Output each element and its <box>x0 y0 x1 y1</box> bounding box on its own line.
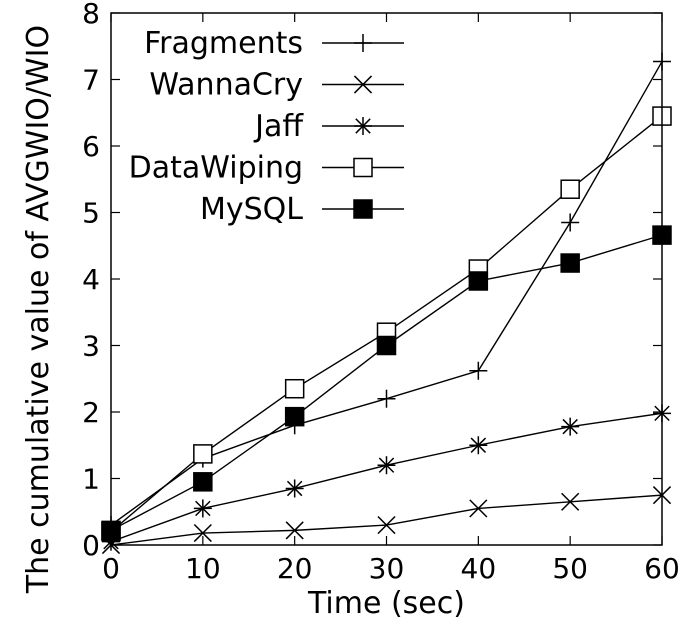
legend-label: Fragments <box>144 26 303 61</box>
y-tick-label: 7 <box>82 64 100 97</box>
legend-item: DataWiping <box>129 151 404 186</box>
data-point <box>376 335 397 356</box>
x-tick-label: 40 <box>461 552 497 585</box>
x-tick-label: 50 <box>552 552 588 585</box>
x-axis-label: Time (sec) <box>307 586 465 621</box>
data-point <box>193 523 212 543</box>
legend-marker <box>353 157 373 178</box>
data-point <box>561 213 580 232</box>
y-tick-label: 8 <box>82 0 100 30</box>
data-point <box>377 515 396 535</box>
data-point <box>285 479 304 498</box>
data-point <box>561 492 580 511</box>
data-point <box>284 406 305 427</box>
x-tick-label: 10 <box>185 552 221 585</box>
x-tick-label: 30 <box>369 552 405 585</box>
legend-marker <box>353 199 373 219</box>
data-point <box>469 436 488 455</box>
data-point <box>285 521 304 540</box>
legend-item: Fragments <box>144 26 404 61</box>
legend-item: MySQL <box>200 192 404 227</box>
legend-marker <box>353 75 373 94</box>
data-point <box>377 389 396 408</box>
x-tick-label: 60 <box>644 552 680 585</box>
legend-label: MySQL <box>200 192 303 227</box>
data-point <box>468 271 489 291</box>
y-tick-label: 5 <box>82 197 100 230</box>
y-tick-labels: 0 1 2 3 4 5 6 7 8 <box>82 0 100 562</box>
data-point <box>560 253 580 273</box>
data-point <box>193 472 213 492</box>
x-tick-label: 0 <box>102 552 120 585</box>
y-tick-label: 6 <box>82 130 100 163</box>
x-tick-label: 20 <box>277 552 313 585</box>
y-tick-label: 0 <box>82 529 100 562</box>
y-tick-label: 4 <box>82 263 100 296</box>
legend-label: Jaff <box>253 109 304 144</box>
legend-marker <box>354 117 372 135</box>
data-point <box>377 456 396 475</box>
y-tick-label: 2 <box>82 396 100 429</box>
legend-item: Jaff <box>253 109 404 144</box>
legend: Fragments WannaCry Jaff DataWiping MySQL <box>129 26 404 227</box>
series-jaff <box>102 404 671 551</box>
legend-label: DataWiping <box>129 151 303 186</box>
data-point <box>193 444 213 464</box>
y-tick-label: 1 <box>82 463 100 496</box>
x-tick-labels: 0 10 20 30 40 50 60 <box>102 552 680 585</box>
y-axis-label: The cumulative value of AVGWIO/WIO <box>21 25 56 594</box>
series-mysql <box>101 225 672 541</box>
data-point <box>284 378 305 399</box>
series-layer <box>101 52 672 555</box>
legend-marker <box>354 34 372 52</box>
data-point <box>469 361 488 380</box>
y-tick-label: 3 <box>82 330 100 363</box>
plot-frame <box>110 12 663 546</box>
data-point <box>561 417 580 436</box>
data-point <box>193 499 212 518</box>
data-point <box>560 179 580 199</box>
legend-label: WannaCry <box>149 68 303 103</box>
data-point <box>469 499 488 518</box>
legend-item: WannaCry <box>149 68 404 103</box>
